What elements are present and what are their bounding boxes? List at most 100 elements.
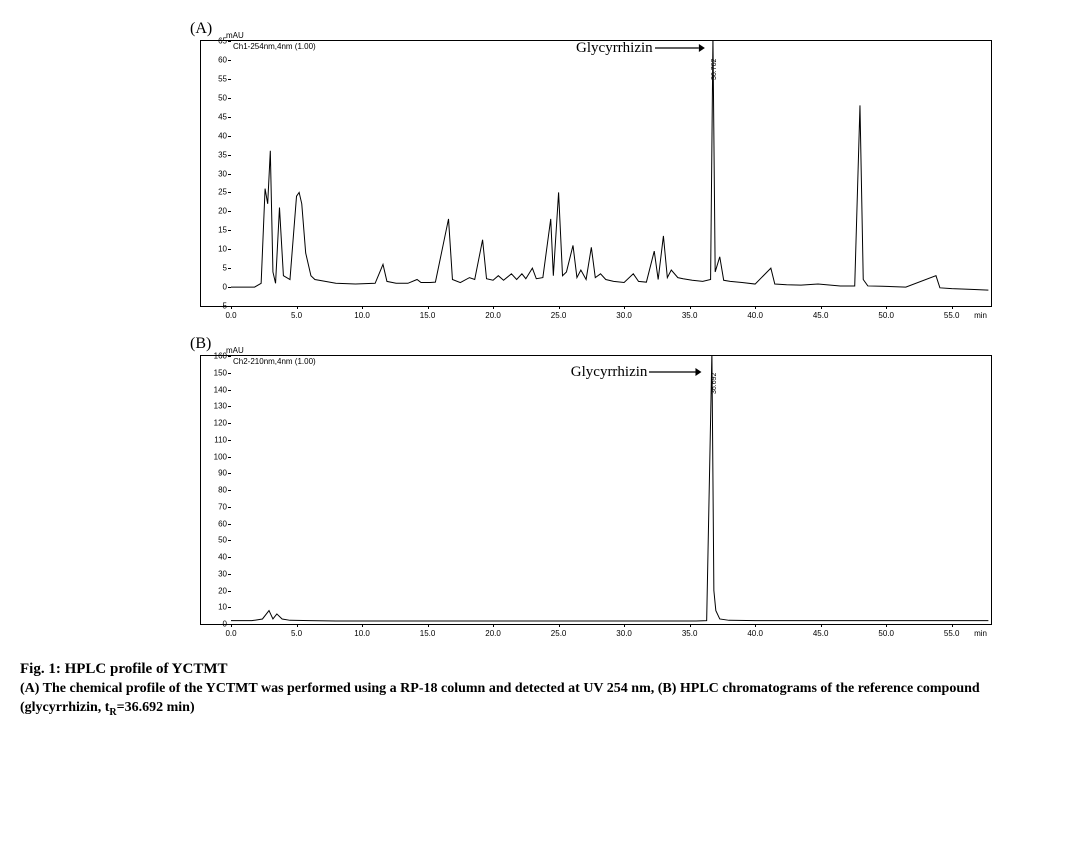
- chart-b-x-tick-mark: [362, 624, 363, 627]
- chart-a-x-tick-mark: [821, 306, 822, 309]
- chart-b-y-tick-label: 70: [201, 502, 227, 511]
- chart-b-frame: mAUCh2-210nm,4nm (1.00)01020304050607080…: [200, 355, 992, 625]
- chart-b-y-tick-label: 0: [201, 620, 227, 629]
- arrow-right-icon: [655, 42, 705, 54]
- arrow-right-icon: [649, 366, 701, 378]
- chart-b-x-tick-mark: [559, 624, 560, 627]
- chart-a-frame: mAUCh1-254nm,4nm (1.00)-5051015202530354…: [200, 40, 992, 307]
- chart-b-y-unit: mAU: [226, 346, 244, 355]
- chart-a-x-tick-mark: [559, 306, 560, 309]
- chart-a-y-tick-label: 55: [201, 74, 227, 83]
- chart-a-y-tick-label: 0: [201, 283, 227, 292]
- chart-a-x-tick-label: 0.0: [225, 311, 236, 320]
- chart-a-y-tick-label: 60: [201, 55, 227, 64]
- chart-b-x-tick-label: 35.0: [682, 629, 698, 638]
- chart-a-y-tick-label: 45: [201, 112, 227, 121]
- chart-a-x-tick-label: 25.0: [551, 311, 567, 320]
- chart-a-y-tick-label: 40: [201, 131, 227, 140]
- chart-b-x-tick-mark: [493, 624, 494, 627]
- chart-a-y-tick-label: 50: [201, 93, 227, 102]
- chart-a-x-tick-label: 45.0: [813, 311, 829, 320]
- chart-a-annotation: Glycyrrhizin: [576, 40, 705, 57]
- chart-a-x-tick-mark: [755, 306, 756, 309]
- chart-b-x-tick-label: 25.0: [551, 629, 567, 638]
- chart-a-x-tick-mark: [428, 306, 429, 309]
- chart-b-x-tick-mark: [624, 624, 625, 627]
- chart-a-x-tick-label: 50.0: [878, 311, 894, 320]
- chart-b-x-tick-mark: [428, 624, 429, 627]
- chart-a-x-tick-mark: [362, 306, 363, 309]
- chart-b-y-tick-label: 150: [201, 368, 227, 377]
- chart-a-x-tick-mark: [624, 306, 625, 309]
- chart-a-y-tick-label: 65: [201, 37, 227, 46]
- caption-body-suffix: =36.692 min): [117, 700, 195, 715]
- chart-b-peak-rt-label: 36.692: [711, 373, 718, 394]
- chart-a-y-tick-label: 35: [201, 150, 227, 159]
- chart-b-x-tick-label: 10.0: [354, 629, 370, 638]
- chart-b-y-tick-label: 80: [201, 486, 227, 495]
- chart-a-x-tick-label: 10.0: [354, 311, 370, 320]
- chart-a-x-tick-label: 35.0: [682, 311, 698, 320]
- chart-a-y-tick-label: 15: [201, 226, 227, 235]
- chart-b-y-tick-label: 40: [201, 553, 227, 562]
- figure-caption: Fig. 1: HPLC profile of YCTMT (A) The ch…: [20, 661, 1060, 719]
- caption-body: (A) The chemical profile of the YCTMT wa…: [20, 680, 1060, 719]
- chart-b-x-tick-label: 15.0: [420, 629, 436, 638]
- chart-b-x-tick-label: 40.0: [747, 629, 763, 638]
- chart-b-y-tick-label: 20: [201, 586, 227, 595]
- caption-title: Fig. 1: HPLC profile of YCTMT: [20, 661, 1060, 678]
- chart-b-x-unit: min: [974, 629, 987, 638]
- chart-b-y-tick-label: 50: [201, 536, 227, 545]
- chart-a-y-unit: mAU: [226, 31, 244, 40]
- chart-a-x-tick-mark: [952, 306, 953, 309]
- chart-a-y-tick-label: 5: [201, 264, 227, 273]
- chart-b-x-tick-mark: [297, 624, 298, 627]
- chart-a-wrap: mAUCh1-254nm,4nm (1.00)-5051015202530354…: [200, 40, 990, 325]
- chart-a-y-tick-label: 10: [201, 245, 227, 254]
- chart-a-y-tick-label: 25: [201, 188, 227, 197]
- chart-b-y-tick-label: 160: [201, 352, 227, 361]
- chart-b-x-tick-label: 55.0: [944, 629, 960, 638]
- chart-b-x-tick-label: 0.0: [225, 629, 236, 638]
- chart-b-x-tick-label: 50.0: [878, 629, 894, 638]
- chart-a-x-tick-label: 15.0: [420, 311, 436, 320]
- panel-a-label: (A): [190, 20, 1060, 38]
- chart-b-y-tick-label: 10: [201, 603, 227, 612]
- chart-b-y-tick-label: 130: [201, 402, 227, 411]
- chart-a-y-tick-label: 20: [201, 207, 227, 216]
- chart-b-y-tick-label: 140: [201, 385, 227, 394]
- panel-b-label: (B): [190, 335, 1060, 353]
- chart-a-annotation-text: Glycyrrhizin: [576, 40, 653, 57]
- chart-b-x-tick-mark: [755, 624, 756, 627]
- chart-b-x-tick-label: 45.0: [813, 629, 829, 638]
- chart-a-y-tick-label: 30: [201, 169, 227, 178]
- chart-a-trace: [231, 41, 991, 306]
- chart-a-x-unit: min: [974, 311, 987, 320]
- chart-a-x-tick-label: 40.0: [747, 311, 763, 320]
- chart-a-x-tick-mark: [493, 306, 494, 309]
- chart-b-annotation: Glycyrrhizin: [571, 364, 702, 381]
- chart-b-x-tick-mark: [231, 624, 232, 627]
- chart-a-x-tick-label: 55.0: [944, 311, 960, 320]
- chart-b-x-tick-mark: [886, 624, 887, 627]
- chart-b-y-tick-label: 60: [201, 519, 227, 528]
- chart-b-y-tick-label: 90: [201, 469, 227, 478]
- chart-b-y-tick-label: 100: [201, 452, 227, 461]
- chart-a-peak-rt-label: 36.762: [711, 58, 718, 79]
- chart-b-y-tick-label: 110: [201, 435, 227, 444]
- chart-b-x-tick-label: 5.0: [291, 629, 302, 638]
- chart-a-x-tick-mark: [297, 306, 298, 309]
- chart-a-y-tick-label: -5: [201, 302, 227, 311]
- chart-b-annotation-text: Glycyrrhizin: [571, 364, 648, 381]
- chart-b-wrap: mAUCh2-210nm,4nm (1.00)01020304050607080…: [200, 355, 990, 643]
- chart-b-x-tick-mark: [821, 624, 822, 627]
- chart-b-x-tick-label: 20.0: [485, 629, 501, 638]
- chart-b-x-tick-mark: [952, 624, 953, 627]
- chart-a-x-tick-label: 5.0: [291, 311, 302, 320]
- chart-a-x-tick-label: 20.0: [485, 311, 501, 320]
- chart-b-x-tick-label: 30.0: [616, 629, 632, 638]
- chart-b-y-tick-label: 120: [201, 419, 227, 428]
- chart-a-x-tick-mark: [231, 306, 232, 309]
- chart-a-x-tick-mark: [690, 306, 691, 309]
- chart-b-trace: [231, 356, 991, 624]
